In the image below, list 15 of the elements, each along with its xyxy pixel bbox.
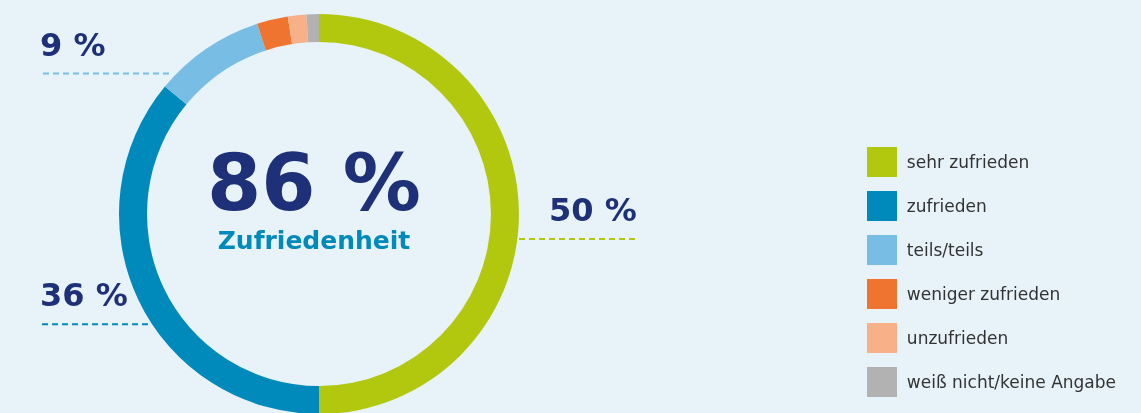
data-label: 9 % bbox=[40, 25, 106, 64]
legend-label: zufrieden bbox=[906, 196, 987, 216]
text: 86 % bbox=[206, 138, 422, 228]
legend-label: unzufrieden bbox=[906, 328, 1009, 348]
donut-slice bbox=[287, 14, 309, 45]
legend-label: teils/teils bbox=[906, 240, 984, 260]
text: Zufriedenheit bbox=[216, 226, 412, 255]
donut-slice bbox=[164, 23, 266, 105]
legend-label: sehr zufrieden bbox=[906, 152, 1030, 172]
data-label: 50 % bbox=[549, 191, 637, 229]
donut-slice bbox=[306, 14, 319, 43]
legend-label: weniger zufrieden bbox=[906, 284, 1061, 304]
donut-slice bbox=[257, 16, 293, 51]
legend-label: weiß nicht/keine Angabe bbox=[906, 372, 1116, 392]
data-label: 36 % bbox=[40, 276, 128, 315]
